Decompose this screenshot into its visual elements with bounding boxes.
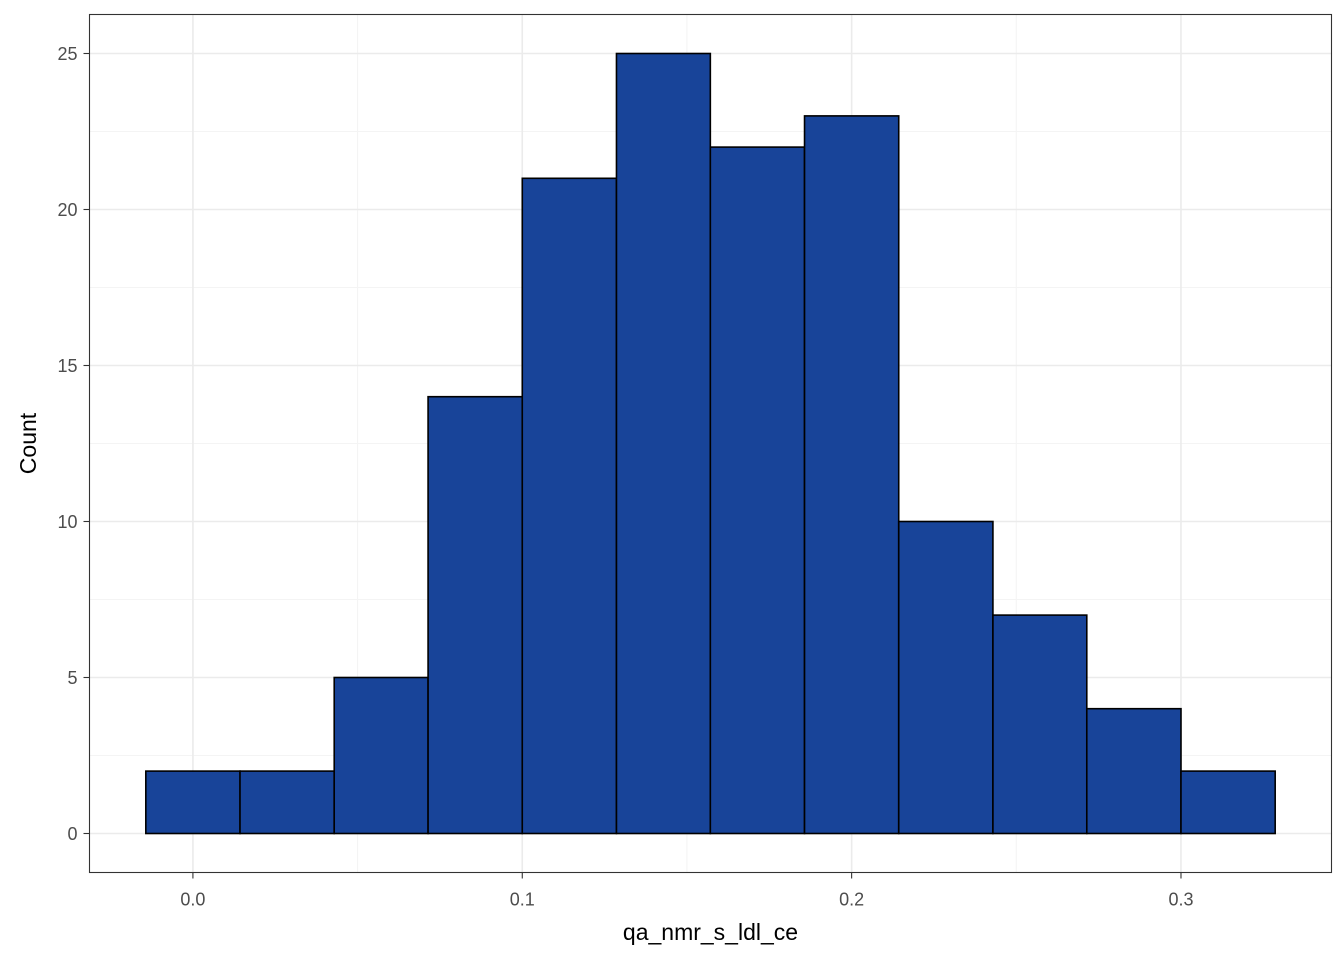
histogram-bar [709, 146, 806, 835]
y-axis-title: Count [15, 412, 41, 474]
x-axis-title: qa_nmr_s_ldl_ce [623, 919, 798, 945]
x-tick-label: 0.0 [180, 890, 205, 910]
histogram-bar [239, 770, 336, 835]
histogram-bar [333, 676, 429, 835]
histogram-bar [803, 115, 900, 835]
y-tick-label: 0 [67, 824, 77, 844]
x-tick-label: 0.1 [510, 890, 535, 910]
histogram-bar [1085, 707, 1182, 835]
histogram-bar [992, 614, 1088, 835]
x-axis: 0.0 0.1 0.2 0.3 [180, 872, 1194, 910]
histogram-bar [521, 177, 618, 835]
y-tick-label: 15 [57, 356, 77, 376]
x-tick-label: 0.2 [839, 890, 864, 910]
y-tick-label: 25 [57, 44, 77, 64]
y-axis: 0 5 10 15 20 25 [57, 44, 90, 844]
histogram-bar [615, 52, 712, 835]
panel-border [88, 13, 1333, 874]
y-tick-label: 10 [57, 512, 77, 532]
y-tick-label: 5 [67, 668, 77, 688]
histogram-bar [1180, 770, 1276, 835]
histogram-bar [145, 770, 241, 835]
y-tick-label: 20 [57, 200, 77, 220]
histogram-bar [427, 395, 524, 835]
x-tick-label: 0.3 [1168, 890, 1193, 910]
bars-layer [145, 52, 1276, 835]
histogram-bar [897, 520, 994, 835]
